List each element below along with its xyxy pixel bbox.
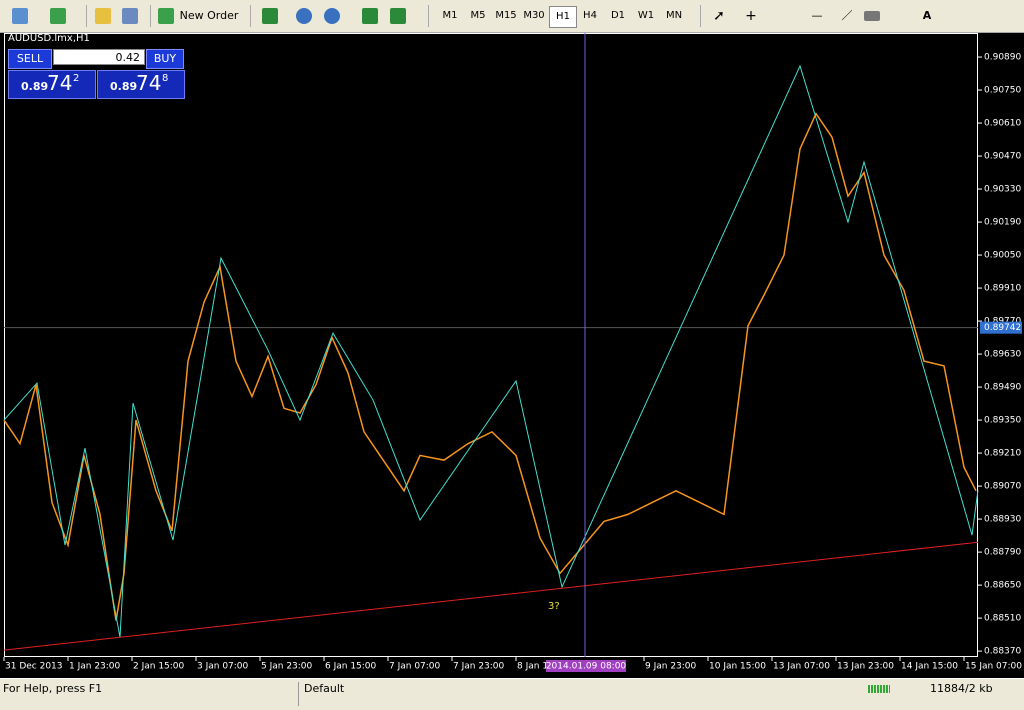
ask-price[interactable]: 0.89 74 8 (97, 70, 185, 99)
x-tick-label: 8 Jan 15:00 (517, 662, 569, 672)
y-tick-label: 0.88790 (984, 548, 1021, 558)
y-tick-label: 0.89630 (984, 350, 1021, 360)
ask-pips: 74 (136, 71, 162, 95)
y-tick-label: 0.89210 (984, 449, 1021, 459)
timeframe[interactable]: D1 (610, 10, 626, 21)
y-tick-label: 0.90610 (984, 119, 1021, 129)
y-tick-label: 0.90330 (984, 185, 1021, 195)
y-tick-label: 0.88370 (984, 647, 1021, 657)
y-tick-label: 0.89070 (984, 482, 1021, 492)
bid-big: 0.89 (21, 80, 49, 93)
x-tick-label: 7 Jan 23:00 (453, 662, 505, 672)
y-tick-label: 0.89490 (984, 383, 1021, 393)
x-tick-label: 2 Jan 15:00 (133, 662, 185, 672)
toolbar: New Order M1 M5 M15 M30 H1 H4 D1 W1 MN ➚ + — ／ A (0, 0, 1024, 33)
cursor[interactable]: ➚ (713, 8, 725, 24)
crosshair-label: 2014.01.09 08:00 (546, 662, 627, 672)
timeframe[interactable]: H4 (583, 10, 597, 21)
one-click-trading: AUDUSD.lmx,H1 SELL 0.42 BUY 0.89 74 2 0.… (8, 33, 185, 99)
x-tick-label: 10 Jan 15:00 (709, 662, 766, 672)
crosshair-tool[interactable]: + (745, 8, 757, 24)
y-tick-label: 0.90750 (984, 86, 1021, 96)
traffic: 11884/2 kb (930, 682, 993, 695)
x-tick-label: 31 Dec 2013 (5, 662, 63, 672)
bid-price[interactable]: 0.89 74 2 (8, 70, 96, 99)
y-tick-label: 0.88650 (984, 581, 1021, 591)
connection-indicator (868, 685, 890, 693)
bid-frac: 2 (73, 73, 80, 84)
y-tick-label: 0.89910 (984, 284, 1021, 294)
timeframe[interactable]: M30 (523, 10, 545, 21)
rect-tool[interactable] (864, 11, 880, 21)
x-tick-label: 9 Jan 23:00 (645, 662, 697, 672)
bar-chart[interactable] (262, 8, 278, 24)
separator (700, 5, 701, 27)
separator (428, 5, 429, 27)
x-tick-label: 1 Jan 23:00 (69, 662, 121, 672)
profiles[interactable] (50, 8, 66, 24)
lots-input[interactable]: 0.42 (53, 49, 145, 65)
current-price-label: 0.89742 (984, 323, 1021, 333)
navigator[interactable] (122, 8, 138, 24)
status-bar: For Help, press F1 Default 11884/2 kb (0, 678, 1024, 710)
y-tick-label: 0.90890 (984, 53, 1021, 63)
annotation: 3? (548, 601, 560, 612)
y-tick-label: 0.90050 (984, 251, 1021, 261)
y-tick-label: 0.89350 (984, 416, 1021, 426)
x-tick-label: 14 Jan 15:00 (901, 662, 958, 672)
zoom-out[interactable] (324, 8, 340, 24)
zigzag (3, 64, 979, 638)
separator (250, 5, 251, 27)
x-tick-label: 6 Jan 15:00 (325, 662, 377, 672)
chart: 0.90890 0.90750 0.90610 0.90470 0.90330 0.901… (0, 33, 1024, 678)
y-tick-label: 0.90190 (984, 218, 1021, 228)
new-order[interactable]: New Order (179, 9, 239, 22)
symbol: AUDUSD.lmx,H1 (8, 33, 90, 44)
market-watch[interactable] (95, 8, 111, 24)
new-order-icon[interactable] (158, 8, 174, 24)
zoom-in[interactable] (296, 8, 312, 24)
hline-tool[interactable]: — (811, 9, 823, 22)
auto-scroll[interactable] (362, 8, 378, 24)
x-tick-label: 7 Jan 07:00 (389, 662, 441, 672)
price-line (3, 112, 977, 621)
separator (150, 5, 151, 27)
timeframe[interactable]: H1 (549, 6, 577, 28)
y-tick-label: 0.88510 (984, 614, 1021, 624)
new-chart[interactable] (12, 8, 28, 24)
x-tick-label: 13 Jan 07:00 (773, 662, 830, 672)
sell-button[interactable]: SELL (8, 49, 52, 69)
ask-frac: 8 (162, 73, 169, 84)
timeframe[interactable]: MN (665, 10, 683, 21)
text-tool[interactable]: A (922, 9, 932, 22)
y-tick-label: 0.90470 (984, 152, 1021, 162)
x-tick-label: 13 Jan 23:00 (837, 662, 894, 672)
profile: Default (304, 682, 345, 695)
buy-button[interactable]: BUY (146, 49, 184, 69)
ask-big: 0.89 (110, 80, 138, 93)
y-tick-label: 0.88930 (984, 515, 1021, 525)
help-text: For Help, press F1 (3, 682, 103, 695)
x-tick-label: 15 Jan 07:00 (965, 662, 1022, 672)
chart-frame (4, 33, 978, 657)
current-price-box (980, 321, 1022, 334)
x-tick-label: 3 Jan 07:00 (197, 662, 249, 672)
bid-pips: 74 (47, 71, 73, 95)
separator (86, 5, 87, 27)
timeframe[interactable]: M15 (495, 10, 517, 21)
trendline-tool[interactable]: ／ (841, 9, 853, 22)
timeframe[interactable]: W1 (637, 10, 655, 21)
chart-background (0, 33, 1024, 678)
timeframe[interactable]: M5 (470, 10, 486, 21)
chart-shift[interactable] (390, 8, 406, 24)
y-tick-label: 0.89770 (984, 317, 1021, 327)
timeframe[interactable]: M1 (442, 10, 458, 21)
x-tick-label: 5 Jan 23:00 (261, 662, 313, 672)
crosshair-label-box (546, 660, 626, 672)
trend-line (3, 541, 979, 651)
